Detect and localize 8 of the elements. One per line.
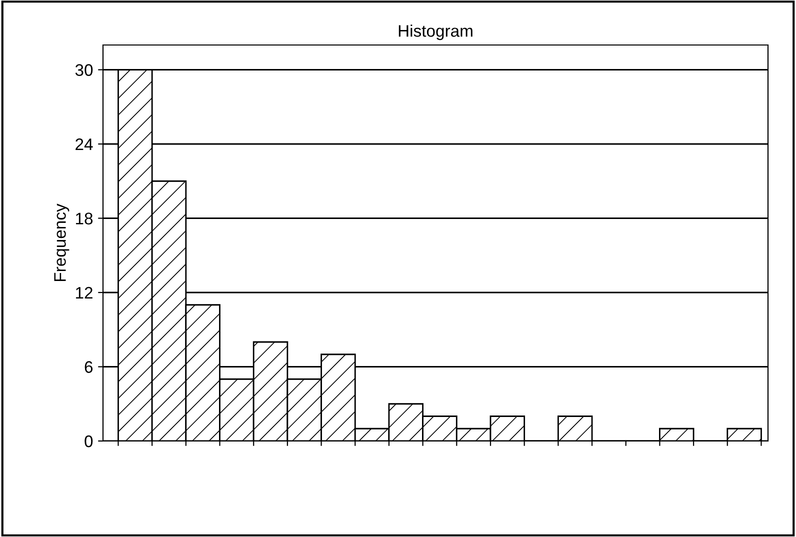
y-tick-label: 12 (76, 286, 92, 299)
y-axis-title: Frequency (54, 204, 70, 281)
y-tick-label: 0 (84, 435, 93, 448)
y-tick-label: 6 (84, 361, 93, 373)
y-tick-label: 24 (76, 138, 93, 150)
chart-title: Histogram (398, 24, 472, 40)
y-tick-label: 30 (75, 64, 93, 76)
y-tick-label: 18 (76, 212, 93, 224)
